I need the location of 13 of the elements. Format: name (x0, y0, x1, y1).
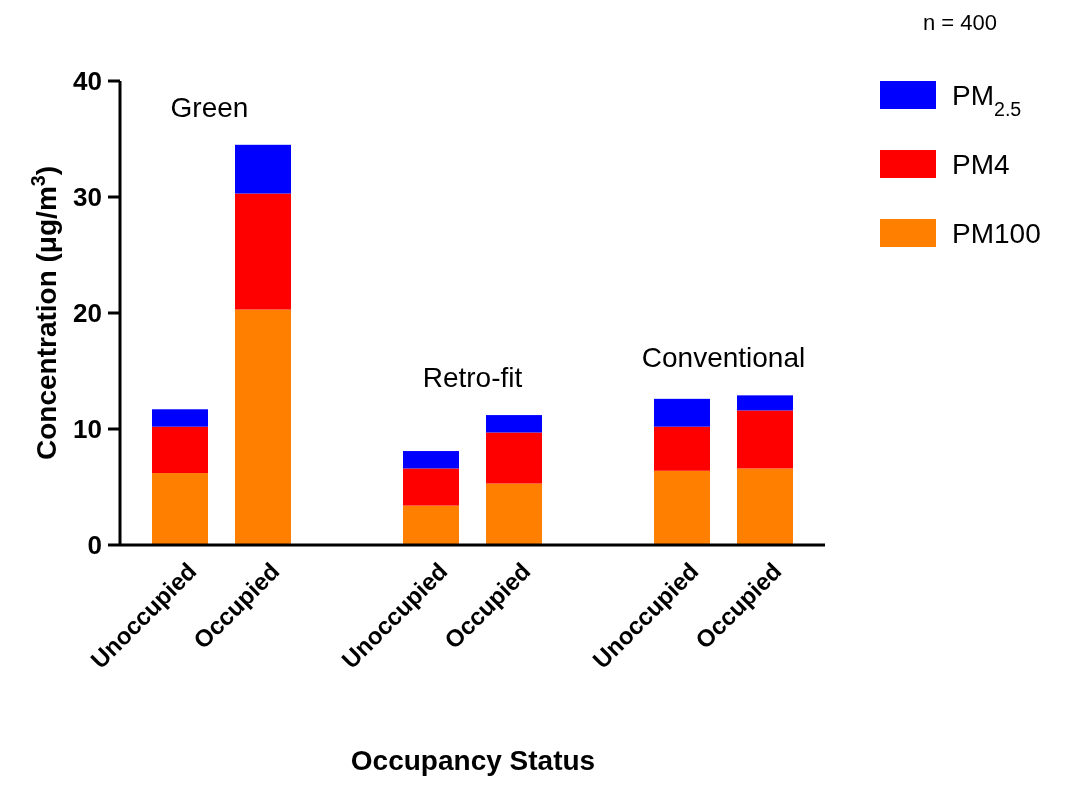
legend-label: PM4 (952, 148, 1010, 180)
y-tick-label: 0 (87, 530, 102, 561)
annotation: Green (170, 91, 249, 123)
y-tick-label: 20 (73, 298, 102, 329)
annotation: Retro-fit (422, 362, 523, 394)
y-tick-label: 40 (73, 66, 102, 97)
y-tick-label: 30 (73, 182, 102, 213)
annotation: Conventional (641, 342, 806, 374)
x-axis-title: Occupancy Status (350, 745, 596, 776)
text: n = 400 (922, 10, 998, 35)
legend-label: PM$_{2.5}$ (952, 79, 1022, 120)
legend-label: PM100 (952, 217, 1041, 249)
y-tick-label: 10 (73, 414, 102, 445)
